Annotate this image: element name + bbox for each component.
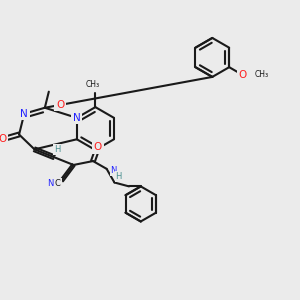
- Text: O: O: [0, 134, 6, 144]
- Text: CH₃: CH₃: [254, 70, 268, 80]
- Text: N: N: [73, 113, 81, 123]
- Text: H: H: [54, 145, 60, 154]
- Text: N: N: [110, 166, 117, 175]
- Text: N: N: [20, 109, 28, 119]
- Text: O: O: [94, 142, 102, 152]
- Text: C: C: [55, 179, 61, 188]
- Text: CH₃: CH₃: [85, 80, 100, 88]
- Text: O: O: [56, 100, 64, 110]
- Text: N: N: [47, 179, 53, 188]
- Text: H: H: [116, 172, 122, 181]
- Text: O: O: [238, 70, 247, 80]
